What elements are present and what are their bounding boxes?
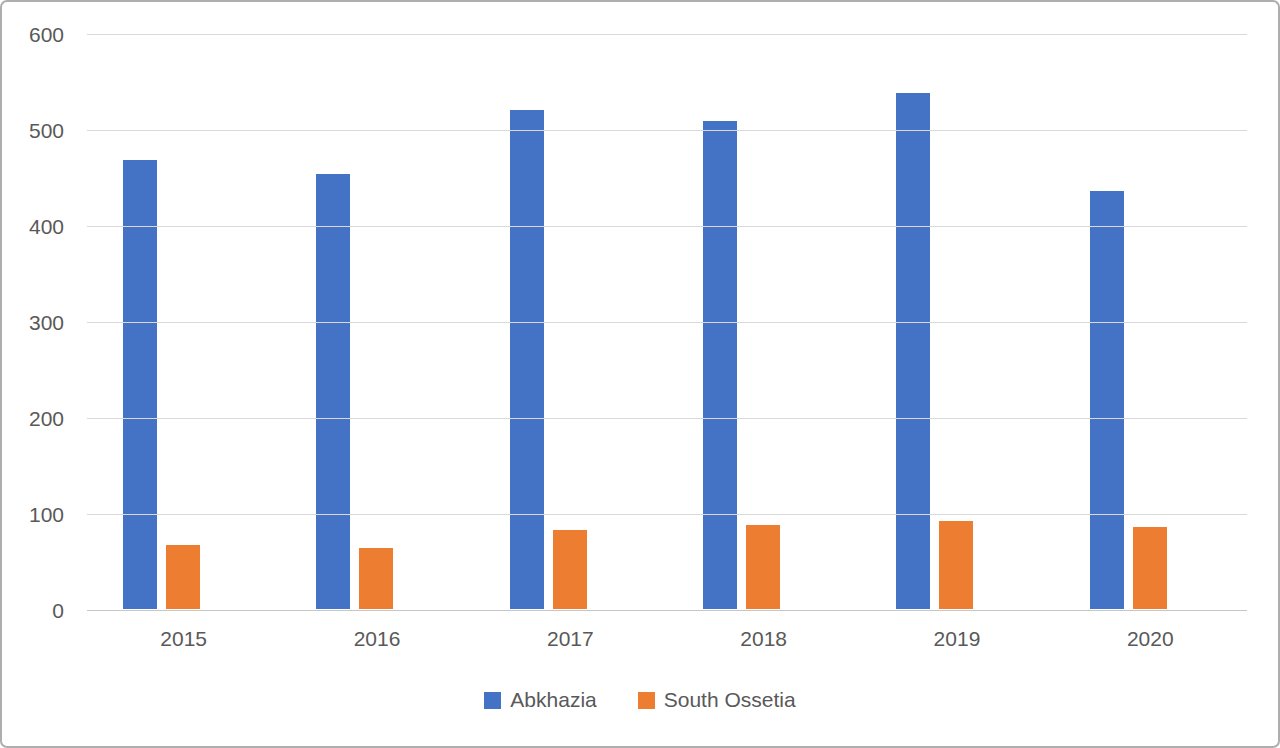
bar-abkhazia-2019[interactable]	[896, 93, 930, 609]
bar-abkhazia-2016[interactable]	[316, 174, 350, 609]
bar-abkhazia-2015[interactable]	[123, 160, 157, 609]
bar-south-ossetia-2020[interactable]	[1133, 527, 1167, 609]
x-tick-label-2016: 2016	[280, 627, 473, 651]
legend: Abkhazia South Ossetia	[2, 688, 1278, 712]
y-gridline	[87, 418, 1247, 419]
legend-swatch-icon	[484, 692, 501, 709]
x-tick-label-2019: 2019	[860, 627, 1053, 651]
bar-south-ossetia-2016[interactable]	[359, 548, 393, 609]
y-tick-label: 0	[12, 600, 64, 621]
x-tick-label-2018: 2018	[667, 627, 860, 651]
bar-south-ossetia-2019[interactable]	[939, 521, 973, 609]
y-tick-label: 400	[12, 216, 64, 237]
y-tick-label: 200	[12, 408, 64, 429]
y-gridline	[87, 226, 1247, 227]
chart-frame: 600 500 400 300 200 100 0 20152016201720182019…	[0, 0, 1280, 748]
plot-area	[87, 34, 1247, 610]
x-tick-label-2015: 2015	[87, 627, 280, 651]
x-tick-label-2017: 2017	[474, 627, 667, 651]
y-gridline	[87, 34, 1247, 35]
bar-abkhazia-2018[interactable]	[703, 121, 737, 609]
y-gridline	[87, 322, 1247, 323]
y-tick-label: 600	[12, 24, 64, 45]
bar-abkhazia-2020[interactable]	[1090, 191, 1124, 609]
bar-south-ossetia-2015[interactable]	[166, 545, 200, 609]
y-tick-label: 300	[12, 312, 64, 333]
legend-item-south-ossetia[interactable]: South Ossetia	[638, 688, 796, 712]
legend-label: South Ossetia	[664, 688, 796, 712]
y-gridline	[87, 130, 1247, 131]
legend-label: Abkhazia	[510, 688, 596, 712]
bar-south-ossetia-2017[interactable]	[553, 530, 587, 609]
x-tick-label-2020: 2020	[1054, 627, 1247, 651]
bar-abkhazia-2017[interactable]	[510, 110, 544, 609]
y-tick-label: 100	[12, 504, 64, 525]
x-axis-line	[87, 610, 1247, 611]
legend-swatch-icon	[638, 692, 655, 709]
bar-south-ossetia-2018[interactable]	[746, 525, 780, 609]
legend-item-abkhazia[interactable]: Abkhazia	[484, 688, 596, 712]
y-gridline	[87, 514, 1247, 515]
y-tick-label: 500	[12, 120, 64, 141]
x-axis: 201520162017201820192020	[87, 627, 1247, 651]
y-axis: 600 500 400 300 200 100 0	[2, 2, 87, 748]
